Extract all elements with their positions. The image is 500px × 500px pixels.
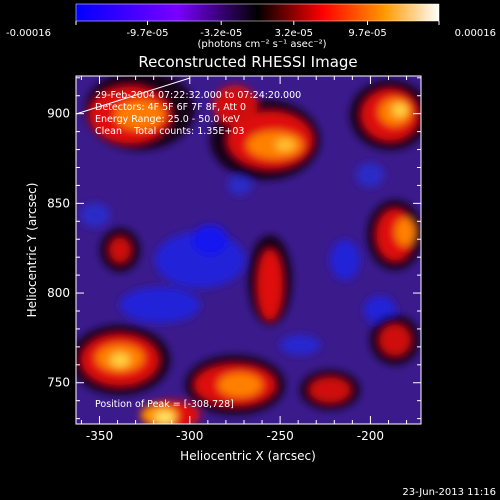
y-axis: 750 800 850 900 bbox=[47, 77, 421, 420]
x-tick-label: -250 bbox=[266, 429, 293, 443]
annotation-time: 29-Feb-2004 07:22:32.000 to 07:24:20.000 bbox=[95, 90, 301, 101]
y-axis-label: Heliocentric Y (arcsec) bbox=[25, 183, 39, 318]
annotation-block: 29-Feb-2004 07:22:32.000 to 07:24:20.000… bbox=[95, 90, 301, 137]
colorbar-tick-label: 3.2e-05 bbox=[275, 28, 313, 39]
y-tick-label: 750 bbox=[47, 376, 70, 390]
colorbar-tick-label: 0.00016 bbox=[455, 28, 496, 39]
annotation-energy: Energy Range: 25.0 - 50.0 keV bbox=[95, 114, 240, 125]
colorbar-tick-label: -9.7e-05 bbox=[126, 28, 168, 39]
y-tick-label: 900 bbox=[47, 107, 70, 121]
colorbar bbox=[75, 3, 440, 22]
colorbar-units: (photons cm⁻² s⁻¹ asec⁻²) bbox=[197, 39, 326, 50]
footer-date: 23-Jun-2013 11:16 bbox=[402, 487, 496, 498]
annotation-counts: Clean Total counts: 1.35E+03 bbox=[95, 126, 244, 137]
y-tick-label: 850 bbox=[47, 196, 70, 210]
colorbar-tick-label: -0.00016 bbox=[6, 28, 51, 39]
chart-title: Reconstructed RHESSI Image bbox=[138, 53, 357, 71]
x-tick-label: -300 bbox=[176, 429, 203, 443]
plot-area bbox=[76, 76, 421, 424]
x-axis-label: Heliocentric X (arcsec) bbox=[180, 449, 316, 463]
y-tick-label: 800 bbox=[47, 286, 70, 300]
x-tick-label: -350 bbox=[86, 429, 113, 443]
annotation-detectors: Detectors: 4F 5F 6F 7F 8F, Att 0 bbox=[95, 102, 246, 113]
colorbar-tick-label: 9.7e-05 bbox=[348, 28, 386, 39]
pointer-line bbox=[75, 77, 191, 115]
plot-frame bbox=[75, 75, 422, 425]
colorbar-tick-label: -3.2e-05 bbox=[200, 28, 242, 39]
x-axis: -350 -300 -250 -200 bbox=[80, 76, 408, 443]
peak-position-label: Position of Peak = [-308,728] bbox=[95, 399, 234, 410]
colorbar-ticks: -0.00016 -9.7e-05 -3.2e-05 3.2e-05 9.7e-05 0.… bbox=[6, 21, 496, 39]
x-tick-label: -200 bbox=[357, 429, 384, 443]
